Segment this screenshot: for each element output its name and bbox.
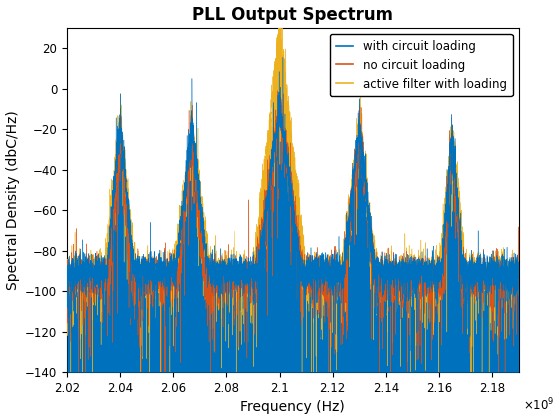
Text: $\times10^9$: $\times10^9$ bbox=[523, 396, 554, 413]
Legend: with circuit loading, no circuit loading, active filter with loading: with circuit loading, no circuit loading… bbox=[330, 34, 512, 97]
Title: PLL Output Spectrum: PLL Output Spectrum bbox=[192, 5, 393, 24]
Y-axis label: Spectral Density (dbC/Hz): Spectral Density (dbC/Hz) bbox=[6, 110, 20, 290]
X-axis label: Frequency (Hz): Frequency (Hz) bbox=[240, 400, 345, 415]
